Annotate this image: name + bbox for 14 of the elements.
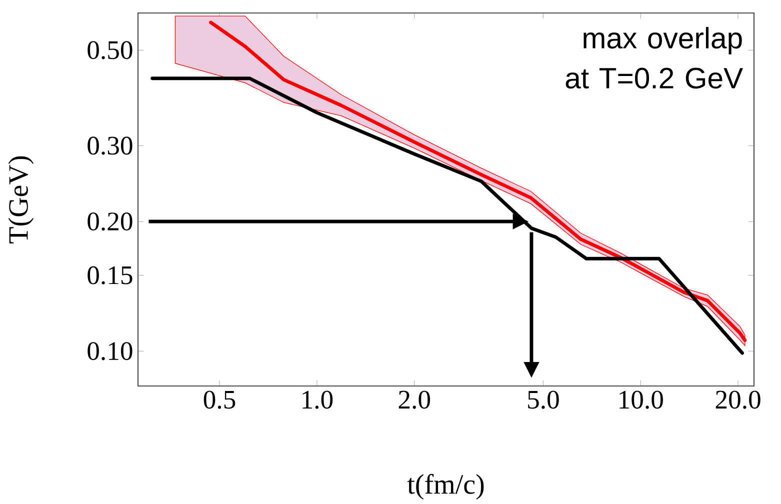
y-tick-label: 0.10 — [88, 342, 132, 360]
x-tick-label: 20.0 — [716, 390, 760, 409]
x-tick-label: 5.0 — [528, 390, 559, 409]
x-tick-label: 1.0 — [302, 390, 333, 409]
annotation: max overlap at T=0.2 GeV — [566, 27, 743, 89]
y-tick-label: 0.50 — [88, 41, 132, 60]
y-tick-label: 0.30 — [88, 136, 132, 155]
x-tick-label: 2.0 — [398, 390, 430, 409]
x-axis-title: t(fm/c) — [407, 474, 484, 500]
y-tick-label: 0.20 — [88, 212, 132, 231]
x-tick-label: 10.0 — [620, 390, 663, 409]
y-tick-label: 0.15 — [88, 266, 132, 284]
x-tick-label: 0.5 — [204, 390, 236, 409]
y-axis-title: T(GeV) — [8, 156, 34, 244]
